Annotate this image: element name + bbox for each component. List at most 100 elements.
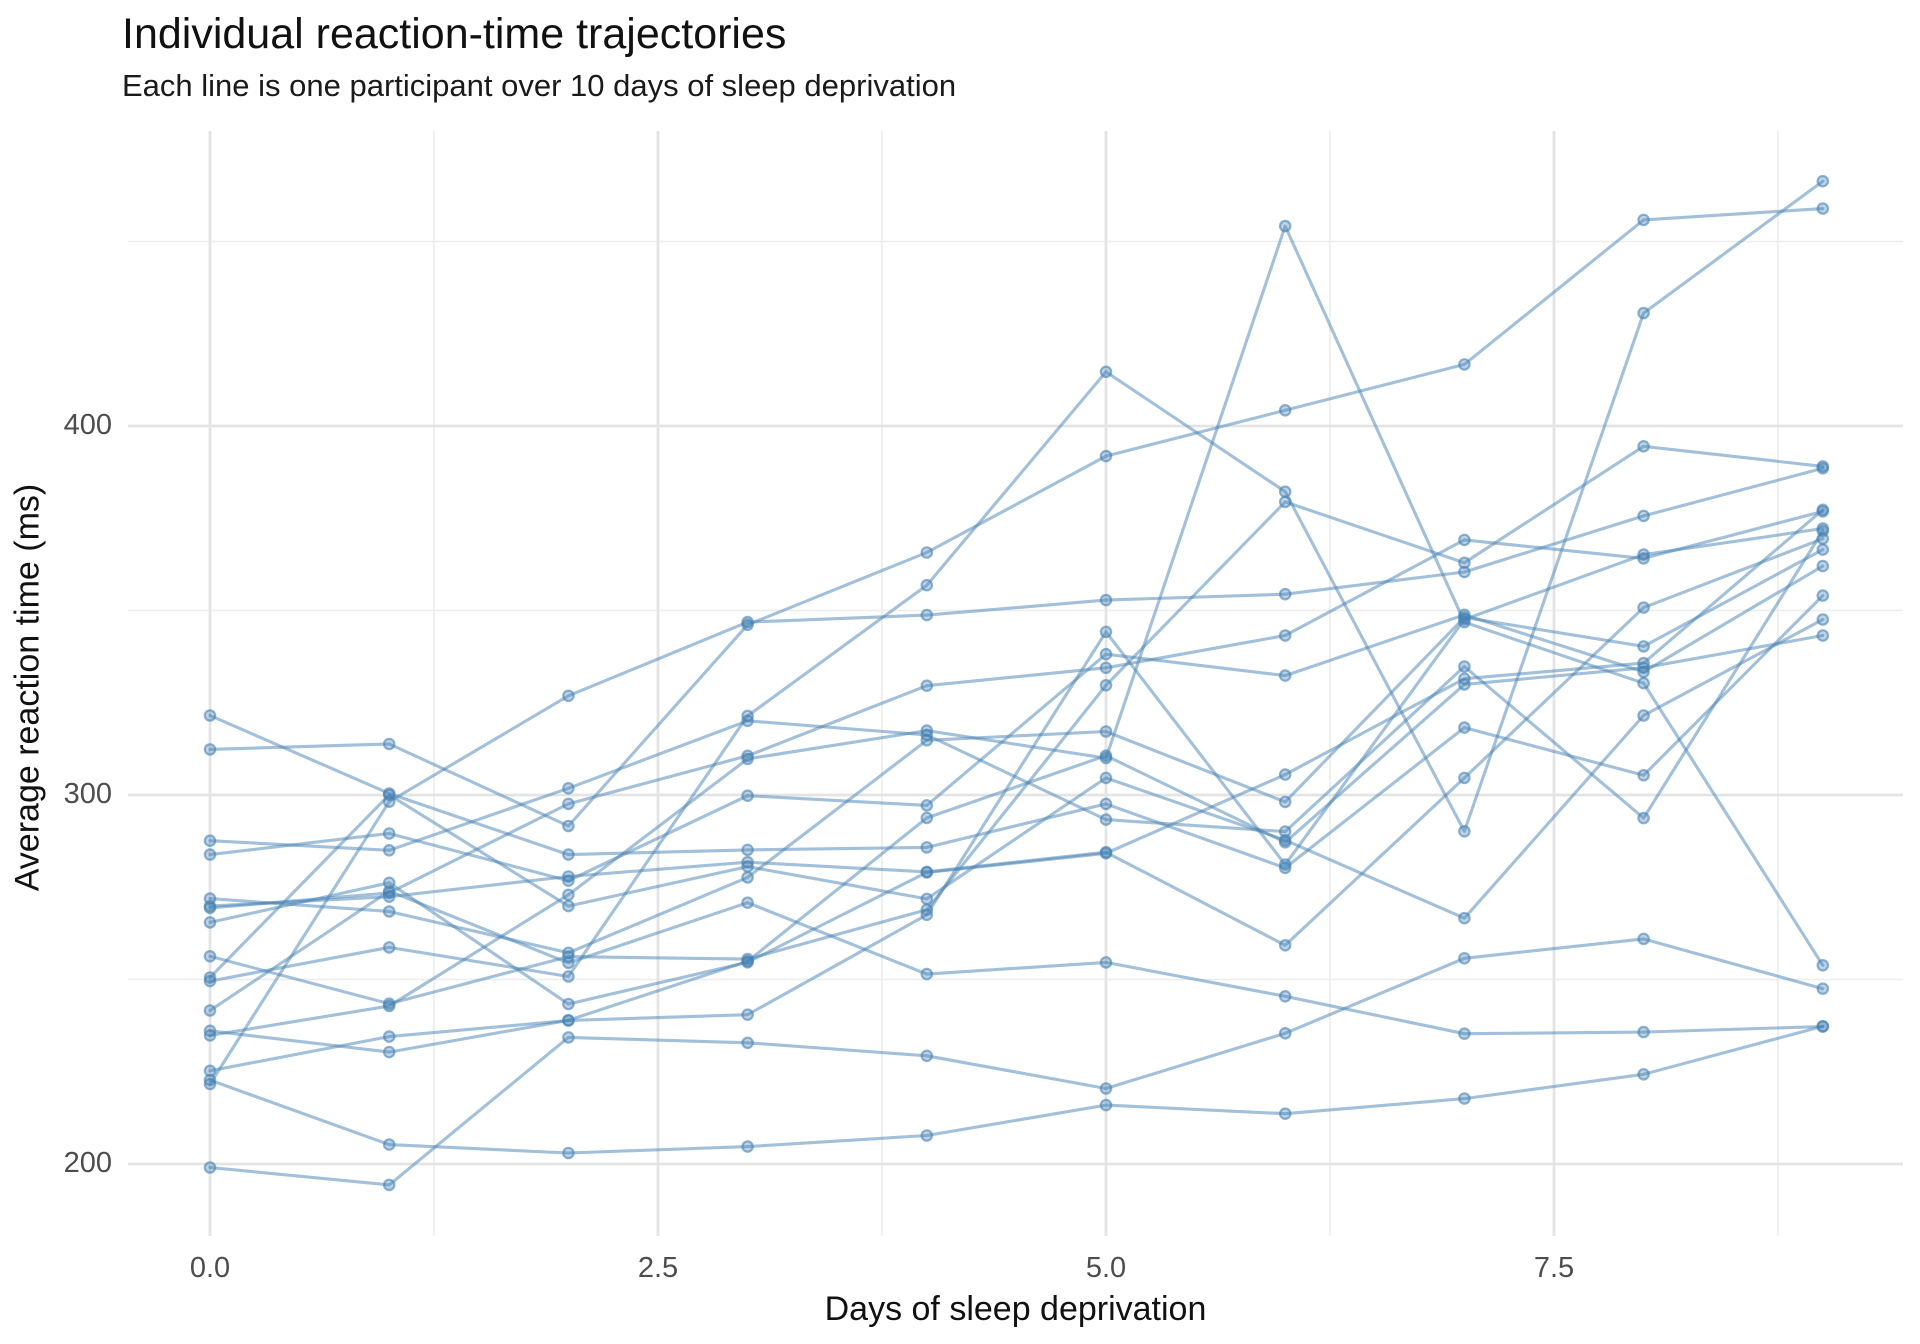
data-point-308-day8	[1637, 306, 1650, 320]
data-point-333-day4	[920, 799, 934, 812]
data-point-372-day8	[1637, 552, 1650, 565]
data-point-352-day8	[1637, 509, 1650, 523]
data-point-351-day8	[1637, 709, 1650, 722]
data-point-351-day0	[203, 971, 217, 984]
data-point-370-day1	[382, 1030, 396, 1043]
data-point-372-day1	[382, 886, 396, 900]
data-point-370-day0	[203, 1064, 217, 1078]
data-point-308-day2	[562, 970, 575, 983]
data-point-372-day0	[203, 901, 217, 915]
data-point-331-day3	[741, 714, 754, 728]
x-tick-label-0.0: 0.0	[189, 1252, 231, 1284]
data-point-309-day4	[920, 1129, 934, 1142]
y-tick-label-300: 300	[63, 778, 112, 810]
data-point-371-day4	[920, 865, 934, 879]
data-point-337-day6	[1278, 403, 1292, 417]
data-point-335-day9	[1816, 1020, 1830, 1033]
data-point-337-day5	[1099, 449, 1113, 463]
data-point-349-day9	[1816, 629, 1830, 642]
data-point-370-day5	[1099, 625, 1113, 639]
data-point-310-day9	[1816, 982, 1830, 995]
data-point-369-day4	[920, 733, 934, 747]
data-point-309-day5	[1099, 1098, 1113, 1112]
data-point-331-day1	[382, 843, 396, 857]
data-point-372-day4	[920, 679, 934, 692]
data-point-351-day2	[562, 899, 575, 913]
data-point-370-day3	[741, 1008, 754, 1021]
data-point-352-day0	[203, 1077, 217, 1091]
data-point-372-day2	[562, 797, 575, 811]
data-point-352-day3	[741, 615, 754, 629]
x-axis-title: Days of sleep deprivation	[824, 1290, 1207, 1328]
data-point-330-day0	[203, 709, 217, 722]
data-point-310-day3	[741, 1036, 754, 1050]
data-point-335-day5	[1099, 956, 1113, 969]
x-tick-label-2.5: 2.5	[637, 1252, 679, 1284]
data-point-333-day6	[1278, 669, 1292, 682]
data-point-310-day2	[562, 1031, 575, 1044]
trajectory-line-333	[208, 564, 1825, 883]
data-point-349-day1	[382, 1045, 396, 1059]
data-point-308-day7	[1458, 824, 1471, 838]
trajectory-line-334	[208, 508, 1825, 1006]
data-point-372-day6	[1278, 629, 1292, 642]
data-point-370-day9	[1816, 522, 1830, 535]
data-point-330-day2	[562, 848, 575, 861]
trajectory-line-369	[208, 548, 1825, 955]
trajectory-line-335	[208, 889, 1825, 1036]
data-point-369-day9	[1816, 543, 1830, 556]
data-point-330-day7	[1458, 721, 1471, 734]
data-point-337-day4	[920, 546, 934, 559]
data-point-335-day0	[203, 1004, 217, 1017]
data-point-372-day7	[1458, 533, 1471, 547]
data-point-352-day5	[1099, 593, 1113, 607]
data-point-352-day7	[1458, 565, 1471, 579]
data-point-369-day2	[562, 946, 575, 960]
trajectory-line-352	[208, 466, 1825, 1086]
data-point-369-day8	[1637, 640, 1650, 653]
data-point-337-day1	[382, 737, 396, 751]
data-point-371-day9	[1816, 532, 1830, 545]
data-point-350-day3	[741, 952, 754, 966]
data-point-369-day1	[382, 905, 396, 918]
data-point-371-day7	[1458, 771, 1471, 785]
data-point-335-day8	[1637, 1025, 1650, 1039]
data-point-349-day7	[1458, 678, 1471, 691]
data-point-335-day4	[920, 967, 934, 981]
data-point-337-day7	[1458, 358, 1471, 371]
data-point-351-day4	[920, 892, 934, 906]
data-point-310-day7	[1458, 951, 1471, 965]
data-point-310-day5	[1099, 1082, 1113, 1095]
data-point-308-day6	[1278, 485, 1292, 498]
data-point-332-day9	[1816, 958, 1830, 972]
data-point-330-day8	[1637, 768, 1650, 782]
data-point-337-day8	[1637, 213, 1650, 227]
data-point-370-day2	[562, 1014, 575, 1027]
data-point-335-day3	[741, 896, 754, 909]
y-tick-label-400: 400	[63, 409, 112, 441]
data-point-331-day5	[1099, 813, 1113, 826]
data-point-371-day8	[1637, 601, 1650, 614]
chart-subtitle: Each line is one participant over 10 day…	[122, 68, 957, 103]
data-point-335-day6	[1278, 989, 1292, 1003]
data-point-350-day2	[562, 950, 575, 963]
data-point-369-day5	[1099, 725, 1113, 738]
data-point-371-day2	[562, 870, 575, 883]
trajectory-line-310	[208, 937, 1825, 1187]
data-point-333-day0	[203, 848, 217, 861]
data-point-309-day7	[1458, 1092, 1471, 1105]
data-point-350-day7	[1458, 556, 1471, 570]
data-point-334-day0	[203, 916, 217, 929]
data-point-331-day2	[562, 781, 575, 795]
data-point-331-day0	[203, 834, 217, 847]
chart-title: Individual reaction-time trajectories	[122, 10, 787, 58]
data-point-330-day3	[741, 843, 754, 857]
data-point-309-day2	[562, 1146, 575, 1160]
data-point-351-day5	[1099, 771, 1113, 785]
data-point-333-day3	[741, 789, 754, 802]
data-point-351-day9	[1816, 613, 1830, 626]
data-point-308-day5	[1099, 365, 1113, 379]
y-tick-label-200: 200	[63, 1147, 112, 1179]
data-point-335-day7	[1458, 1027, 1471, 1040]
data-point-308-day4	[920, 578, 934, 592]
